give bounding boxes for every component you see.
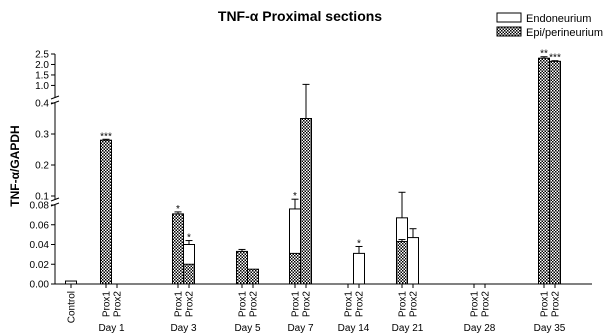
group-label: Day 1 [98, 323, 125, 334]
axes: 0.000.020.040.060.080.10.20.30.41.01.52.… [30, 50, 592, 291]
y-tick-label: 1.0 [35, 81, 49, 92]
bar-epi-perineurium [236, 250, 248, 285]
legend-label-endoneurium: Endoneurium [526, 13, 591, 25]
x-tick-labels: Control Prox1 Prox2 Prox1 Prox2 Prox1 Prox2 Pro… [67, 291, 566, 334]
bar-endoneurium [65, 280, 77, 285]
bar-label: Prox1 [238, 291, 249, 318]
bar-label: Prox1 [398, 291, 409, 318]
bar-epi-perineurium [247, 268, 259, 285]
legend: Endoneurium Epi/perineurium [496, 12, 603, 39]
bar-label: Prox1 [102, 291, 113, 318]
bar-epi-perineurium [289, 252, 301, 285]
group-label: Day 28 [464, 323, 496, 334]
axis-break-mark [50, 95, 60, 100]
bar-epi-perineurium [183, 263, 195, 285]
significance-label: * [176, 204, 180, 215]
significance-label: * [357, 238, 361, 249]
y-tick-label: 0.02 [30, 260, 50, 271]
y-tick-label: 0.06 [30, 220, 50, 231]
significance-label: *** [100, 131, 112, 142]
bar-label: Prox1 [291, 291, 302, 318]
bar-epi-perineurium [549, 60, 561, 285]
y-tick-label: 2.0 [35, 60, 49, 71]
group-label: Day 7 [287, 323, 314, 334]
group-label: Day 14 [338, 323, 370, 334]
bar-label: Prox2 [113, 291, 124, 318]
y-tick-label: 0.3 [35, 130, 49, 141]
group-label: Day 35 [534, 323, 566, 334]
bar-label: Prox2 [551, 291, 562, 318]
bar-endoneurium [407, 237, 419, 285]
bar-label: Prox2 [355, 291, 366, 318]
group-label: Day 3 [170, 323, 197, 334]
bar-label: Prox2 [302, 291, 313, 318]
bar-epi-perineurium [538, 57, 550, 285]
significance-label: * [293, 191, 297, 202]
legend-swatch-endoneurium [496, 12, 522, 23]
group-label: Day 21 [392, 323, 424, 334]
legend-swatch-epi-perineurium [496, 26, 522, 37]
bar-label: Prox2 [409, 291, 420, 318]
significance-label: ** [540, 49, 548, 60]
axis-break-mark [50, 197, 60, 202]
bar-endoneurium [353, 252, 365, 285]
bar-label: Prox1 [470, 291, 481, 318]
bar-epi-perineurium [300, 118, 312, 285]
y-tick-label: 0.1 [35, 192, 49, 203]
bar-epi-perineurium [396, 241, 408, 285]
significance-label: * [187, 233, 191, 244]
y-tick-label: 0.04 [30, 240, 50, 251]
bar-label: Prox2 [185, 291, 196, 318]
y-tick-label: 1.5 [35, 70, 49, 81]
bar-epi-perineurium [172, 213, 184, 285]
bar-epi-perineurium [100, 139, 112, 285]
group-label: Day 5 [234, 323, 261, 334]
bar-label: Prox1 [344, 291, 355, 318]
y-tick-label: 2.5 [35, 50, 49, 61]
bars: ************** [65, 49, 561, 285]
bar-label: Prox1 [540, 291, 551, 318]
y-tick-label: 0.00 [30, 280, 50, 291]
bar-label: Control [67, 291, 78, 323]
y-axis-label: TNF-α/GAPDH [8, 125, 22, 206]
y-tick-label: 0.4 [35, 99, 49, 110]
bar-label: Prox2 [249, 291, 260, 318]
chart-title: TNF-α Proximal sections [218, 8, 382, 24]
bar-label: Prox1 [174, 291, 185, 318]
y-tick-label: 0.08 [30, 201, 50, 212]
y-tick-label: 0.2 [35, 161, 49, 172]
legend-label-epi-perineurium: Epi/perineurium [526, 27, 603, 39]
bar-label: Prox2 [481, 291, 492, 318]
significance-label: *** [549, 53, 561, 64]
